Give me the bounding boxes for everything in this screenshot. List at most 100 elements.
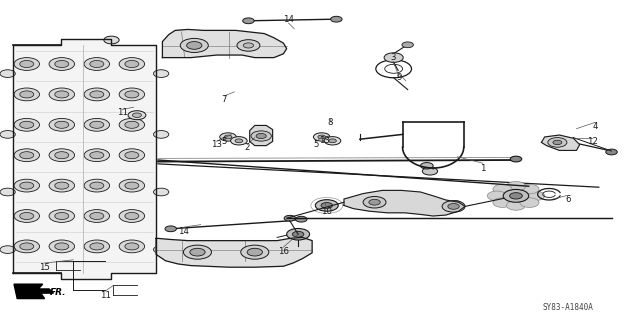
Circle shape xyxy=(251,131,271,141)
Text: 7: 7 xyxy=(222,95,227,104)
Circle shape xyxy=(313,133,330,141)
Circle shape xyxy=(247,248,262,256)
Polygon shape xyxy=(162,29,287,58)
Circle shape xyxy=(526,191,545,201)
Text: 14: 14 xyxy=(178,227,189,236)
Circle shape xyxy=(20,91,34,98)
Circle shape xyxy=(104,36,119,44)
Circle shape xyxy=(119,58,145,70)
Circle shape xyxy=(125,91,139,98)
Circle shape xyxy=(606,149,617,155)
Circle shape xyxy=(125,121,139,128)
Circle shape xyxy=(243,18,254,24)
Circle shape xyxy=(119,88,145,101)
Text: 11: 11 xyxy=(117,108,128,117)
Circle shape xyxy=(553,140,562,145)
Text: 9: 9 xyxy=(397,73,402,82)
Polygon shape xyxy=(14,284,54,299)
Text: 16: 16 xyxy=(278,247,289,256)
Circle shape xyxy=(241,245,269,259)
Circle shape xyxy=(165,226,176,232)
Circle shape xyxy=(84,58,110,70)
Text: 3: 3 xyxy=(390,53,396,62)
Circle shape xyxy=(49,210,75,222)
Polygon shape xyxy=(13,39,156,279)
Text: 5: 5 xyxy=(222,137,227,146)
Circle shape xyxy=(442,201,465,212)
Circle shape xyxy=(487,191,506,201)
Circle shape xyxy=(452,201,461,205)
Circle shape xyxy=(84,118,110,131)
Circle shape xyxy=(331,16,342,22)
Circle shape xyxy=(49,118,75,131)
Circle shape xyxy=(90,121,104,128)
Circle shape xyxy=(55,243,69,250)
Circle shape xyxy=(119,240,145,253)
Circle shape xyxy=(321,203,333,208)
Polygon shape xyxy=(344,190,465,216)
Circle shape xyxy=(324,137,341,145)
Circle shape xyxy=(90,212,104,220)
Text: 13: 13 xyxy=(211,140,222,149)
Circle shape xyxy=(183,245,211,259)
Circle shape xyxy=(49,88,75,101)
Circle shape xyxy=(243,43,254,48)
Circle shape xyxy=(384,53,403,62)
Circle shape xyxy=(14,240,39,253)
Circle shape xyxy=(396,200,404,204)
Circle shape xyxy=(154,188,169,196)
Circle shape xyxy=(119,118,145,131)
Circle shape xyxy=(402,42,413,48)
Circle shape xyxy=(125,243,139,250)
Circle shape xyxy=(506,201,526,210)
Circle shape xyxy=(154,131,169,138)
Circle shape xyxy=(510,193,522,199)
Circle shape xyxy=(125,60,139,68)
Circle shape xyxy=(187,42,202,49)
Circle shape xyxy=(20,182,34,189)
Text: FR.: FR. xyxy=(50,288,66,297)
Circle shape xyxy=(20,121,34,128)
Circle shape xyxy=(20,60,34,68)
Circle shape xyxy=(548,138,567,147)
Polygon shape xyxy=(541,135,580,150)
Circle shape xyxy=(20,212,34,220)
Circle shape xyxy=(0,246,15,253)
Circle shape xyxy=(55,152,69,159)
Circle shape xyxy=(90,243,104,250)
Circle shape xyxy=(369,199,380,205)
Circle shape xyxy=(49,179,75,192)
Text: 8: 8 xyxy=(327,118,333,127)
Circle shape xyxy=(154,246,169,253)
Circle shape xyxy=(55,91,69,98)
Circle shape xyxy=(84,179,110,192)
Text: 11: 11 xyxy=(99,291,111,300)
Text: 1: 1 xyxy=(480,164,485,172)
Circle shape xyxy=(180,38,208,52)
Circle shape xyxy=(315,200,338,211)
Circle shape xyxy=(55,182,69,189)
Circle shape xyxy=(363,196,386,208)
Circle shape xyxy=(55,60,69,68)
Circle shape xyxy=(0,188,15,196)
Circle shape xyxy=(329,139,336,143)
Circle shape xyxy=(256,133,266,139)
Circle shape xyxy=(292,231,304,237)
Circle shape xyxy=(14,88,39,101)
Circle shape xyxy=(510,156,522,162)
Circle shape xyxy=(493,198,512,207)
Circle shape xyxy=(318,135,326,139)
Circle shape xyxy=(84,149,110,162)
Circle shape xyxy=(154,70,169,77)
Circle shape xyxy=(84,88,110,101)
Circle shape xyxy=(55,121,69,128)
Circle shape xyxy=(90,60,104,68)
Circle shape xyxy=(49,149,75,162)
Circle shape xyxy=(0,70,15,77)
Text: 14: 14 xyxy=(283,15,294,24)
Circle shape xyxy=(287,228,310,240)
Circle shape xyxy=(520,184,539,194)
Circle shape xyxy=(190,248,205,256)
Circle shape xyxy=(49,240,75,253)
Circle shape xyxy=(20,243,34,250)
